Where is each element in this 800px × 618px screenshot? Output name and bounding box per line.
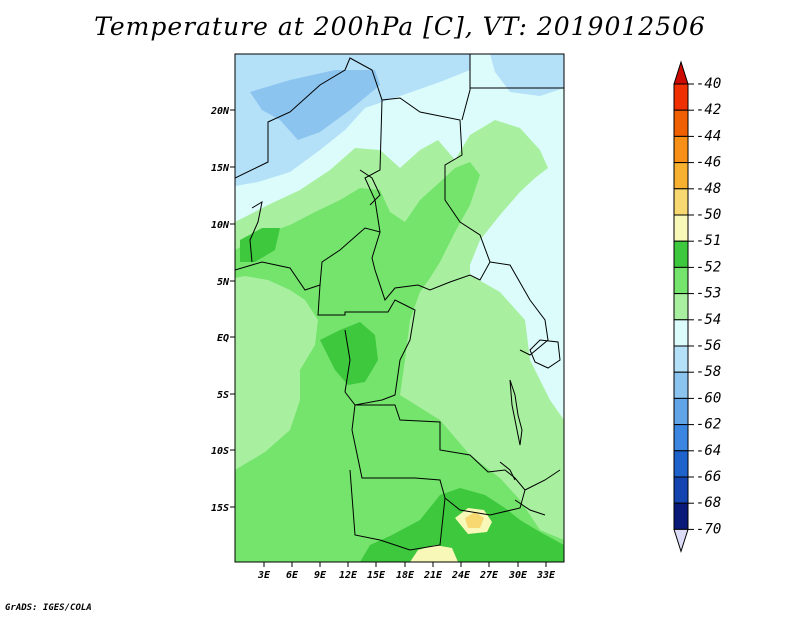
lon-label-6e: 6E (286, 570, 299, 581)
temperature-field (235, 54, 564, 562)
lakes (499, 339, 561, 481)
contour-48-50 (465, 512, 484, 528)
lat-label-10s: 10S (211, 446, 229, 457)
colorbar-segment (673, 319, 689, 347)
colorbar-segment (673, 476, 689, 504)
longitude-labels: 3E 6E 9E 12E 15E 18E 21E 24E 27E 30E 33E (257, 570, 556, 581)
colorbar-top-triangle (673, 60, 689, 85)
colorbar-segment (673, 502, 689, 530)
longitude-axis (263, 562, 547, 567)
colorbar-segment (673, 345, 689, 373)
credit-label: GrADS: IGES/COLA (5, 603, 92, 613)
lon-label-27e: 27E (479, 570, 499, 581)
map-frame (234, 53, 565, 563)
colorbar-label: -54 (696, 312, 721, 328)
lat-label-15s: 15S (211, 503, 229, 514)
colorbar-segment (673, 109, 689, 137)
colorbar-label: -50 (696, 207, 721, 223)
colorbar-segment (673, 266, 689, 295)
colorbar-label: -60 (696, 390, 721, 406)
contour-56-58-ne (490, 54, 564, 96)
colorbar-label: -52 (696, 259, 721, 275)
colorbar-label: -48 (696, 181, 721, 197)
latitude-labels: 20N 15N 10N 5N EQ 5S 10S 15S (210, 106, 230, 514)
lon-label-18e: 18E (396, 570, 415, 581)
country-borders (235, 54, 564, 551)
colorbar: -40 -42 -44 -46 -48 -50 -51 -52 -53 -54 -56 -58 -60 -… (673, 60, 721, 554)
lon-label-3e: 3E (257, 570, 271, 581)
lon-label-12e: 12E (339, 570, 358, 581)
contour-50-51-b (410, 545, 458, 562)
colorbar-label: -53 (696, 286, 721, 302)
contour-58-60-north (250, 70, 380, 140)
contour-51-52-west (240, 228, 280, 262)
colorbar-segment (673, 188, 689, 216)
lon-label-21e: 21E (423, 570, 443, 581)
lat-label-5s: 5S (217, 390, 229, 401)
chart-title: Temperature at 200hPa [C], VT: 201901250… (94, 12, 706, 41)
lat-label-10n: 10N (211, 220, 230, 231)
colorbar-label: -64 (696, 443, 721, 459)
colorbar-label: -66 (696, 469, 721, 485)
colorbar-label: -44 (696, 128, 721, 144)
lon-label-33e: 33E (536, 570, 556, 581)
colorbar-label: -68 (696, 495, 721, 511)
colorbar-segment (673, 135, 689, 164)
colorbar-segment (673, 162, 689, 190)
colorbar-label: -42 (696, 102, 721, 118)
colorbar-segment (673, 240, 689, 268)
lat-label-eq: EQ (217, 333, 229, 344)
lat-label-20n: 20N (210, 106, 230, 117)
lon-label-15e: 15E (367, 570, 386, 581)
colorbar-segment (673, 293, 689, 321)
colorbar-label: -46 (696, 155, 721, 171)
lon-label-9e: 9E (314, 570, 327, 581)
colorbar-label: -40 (696, 76, 721, 92)
latitude-axis (230, 109, 235, 508)
colorbar-bottom-triangle (673, 528, 689, 554)
colorbar-segment (673, 424, 689, 452)
colorbar-segment (673, 214, 689, 242)
lon-label-24e: 24E (451, 570, 471, 581)
colorbar-label: -62 (696, 417, 721, 433)
colorbar-label: -70 (696, 521, 721, 537)
colorbar-label: -58 (696, 364, 721, 380)
colorbar-label: -51 (696, 233, 721, 249)
colorbar-segment (673, 450, 689, 478)
lat-label-15n: 15N (211, 163, 230, 174)
colorbar-segment (673, 371, 689, 399)
lon-label-30e: 30E (508, 570, 528, 581)
colorbar-segment (673, 397, 689, 426)
colorbar-segment (673, 83, 689, 111)
lat-label-5n: 5N (217, 277, 230, 288)
colorbar-label: -56 (696, 338, 721, 354)
